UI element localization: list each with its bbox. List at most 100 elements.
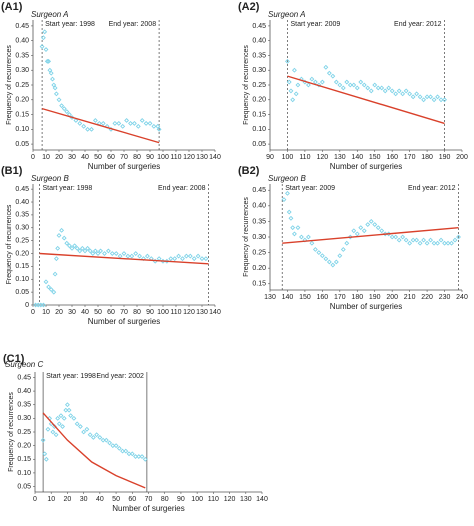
data-point bbox=[456, 234, 461, 240]
data-point bbox=[151, 123, 157, 129]
y-tick-label: 0.20 bbox=[252, 265, 266, 272]
data-point bbox=[103, 437, 109, 443]
x-tick-label: 140 bbox=[209, 154, 221, 161]
data-point bbox=[382, 231, 388, 237]
y-tick-label: 0.10 bbox=[15, 276, 29, 283]
data-point bbox=[393, 234, 399, 240]
surgeon-label: Surgeon C bbox=[5, 360, 43, 369]
end-year: End year: 2008 bbox=[109, 21, 157, 28]
data-point bbox=[133, 454, 138, 459]
data-point bbox=[285, 190, 290, 196]
x-tick-label: 130 bbox=[264, 294, 276, 301]
x-tick-label: 140 bbox=[351, 154, 363, 161]
data-point bbox=[56, 97, 62, 103]
x-tick-label: 40 bbox=[81, 309, 89, 316]
data-point bbox=[286, 209, 292, 215]
x-tick-label: 240 bbox=[456, 294, 468, 301]
data-point bbox=[403, 237, 409, 243]
data-point bbox=[180, 256, 185, 262]
x-tick-label: 150 bbox=[299, 294, 311, 301]
data-point bbox=[74, 245, 80, 251]
data-point bbox=[89, 126, 94, 132]
data-point bbox=[358, 225, 364, 231]
data-point bbox=[375, 225, 381, 231]
data-point bbox=[48, 70, 54, 76]
data-point bbox=[44, 58, 50, 64]
x-tick-label: 100 bbox=[191, 496, 203, 503]
data-point bbox=[79, 245, 85, 251]
data-point bbox=[156, 256, 162, 262]
data-point bbox=[136, 454, 142, 459]
x-tick-label: 0 bbox=[33, 496, 37, 503]
data-point bbox=[58, 413, 64, 419]
data-point bbox=[87, 432, 93, 438]
data-point bbox=[414, 237, 420, 243]
data-point bbox=[361, 82, 367, 88]
data-point bbox=[77, 424, 83, 429]
data-point bbox=[156, 126, 162, 132]
y-tick-label: 0.40 bbox=[15, 38, 29, 45]
data-point bbox=[109, 251, 115, 256]
y-axis-title: Frequency of recurrences bbox=[6, 204, 13, 284]
data-point bbox=[56, 233, 62, 238]
data-point bbox=[55, 415, 61, 421]
data-point bbox=[417, 94, 423, 100]
data-point bbox=[316, 82, 322, 88]
data-point bbox=[361, 228, 367, 234]
data-point bbox=[410, 237, 416, 243]
x-tick-label: 110 bbox=[208, 496, 219, 503]
panel-label: (C1) bbox=[3, 353, 25, 365]
data-point bbox=[155, 123, 161, 129]
data-point bbox=[372, 82, 378, 88]
data-point bbox=[291, 231, 297, 237]
surgeon-label: Surgeon A bbox=[31, 10, 69, 19]
x-tick-label: 200 bbox=[456, 154, 468, 161]
data-point bbox=[389, 234, 395, 240]
data-point bbox=[333, 259, 339, 265]
data-point bbox=[47, 67, 53, 73]
data-point bbox=[354, 231, 360, 237]
data-point bbox=[344, 240, 350, 246]
data-point bbox=[424, 240, 430, 246]
data-point bbox=[183, 253, 189, 259]
data-point bbox=[46, 284, 52, 290]
data-point bbox=[323, 64, 329, 70]
data-point bbox=[133, 251, 139, 256]
start-year: Start year: 1998 bbox=[45, 21, 95, 28]
data-point bbox=[396, 88, 402, 94]
data-point bbox=[42, 451, 48, 457]
data-point bbox=[126, 451, 132, 457]
y-axis-title: Frequency of recurrences bbox=[6, 45, 13, 125]
data-point bbox=[129, 451, 135, 457]
y-tick-label: 0.40 bbox=[15, 199, 29, 206]
x-tick-label: 0 bbox=[31, 154, 35, 161]
data-point bbox=[45, 426, 51, 432]
y-tick-label: 0.10 bbox=[15, 126, 29, 133]
data-point bbox=[375, 85, 381, 91]
data-point bbox=[77, 248, 83, 254]
data-point bbox=[288, 215, 294, 221]
data-point bbox=[53, 432, 59, 438]
data-point bbox=[187, 253, 193, 259]
y-tick-label: 0.35 bbox=[252, 52, 266, 59]
data-point bbox=[39, 44, 45, 50]
y-tick-label: 0.10 bbox=[17, 470, 31, 477]
data-point bbox=[120, 123, 126, 129]
data-point bbox=[319, 79, 325, 85]
surgeon-label: Surgeon B bbox=[31, 174, 69, 183]
data-point bbox=[123, 448, 129, 454]
data-point bbox=[61, 415, 67, 421]
data-point bbox=[421, 97, 427, 103]
data-point bbox=[66, 243, 72, 249]
data-point bbox=[63, 407, 69, 413]
y-tick-label: 0.15 bbox=[17, 456, 31, 463]
data-point bbox=[129, 253, 135, 259]
data-point bbox=[124, 118, 130, 123]
panel-label: (B1) bbox=[1, 165, 23, 177]
y-tick-label: 0.35 bbox=[15, 212, 29, 219]
y-tick-label: 0.20 bbox=[15, 97, 29, 104]
data-point bbox=[92, 248, 98, 254]
x-tick-label: 110 bbox=[170, 154, 181, 161]
data-point bbox=[417, 240, 423, 246]
x-tick-label: 10 bbox=[42, 309, 50, 316]
